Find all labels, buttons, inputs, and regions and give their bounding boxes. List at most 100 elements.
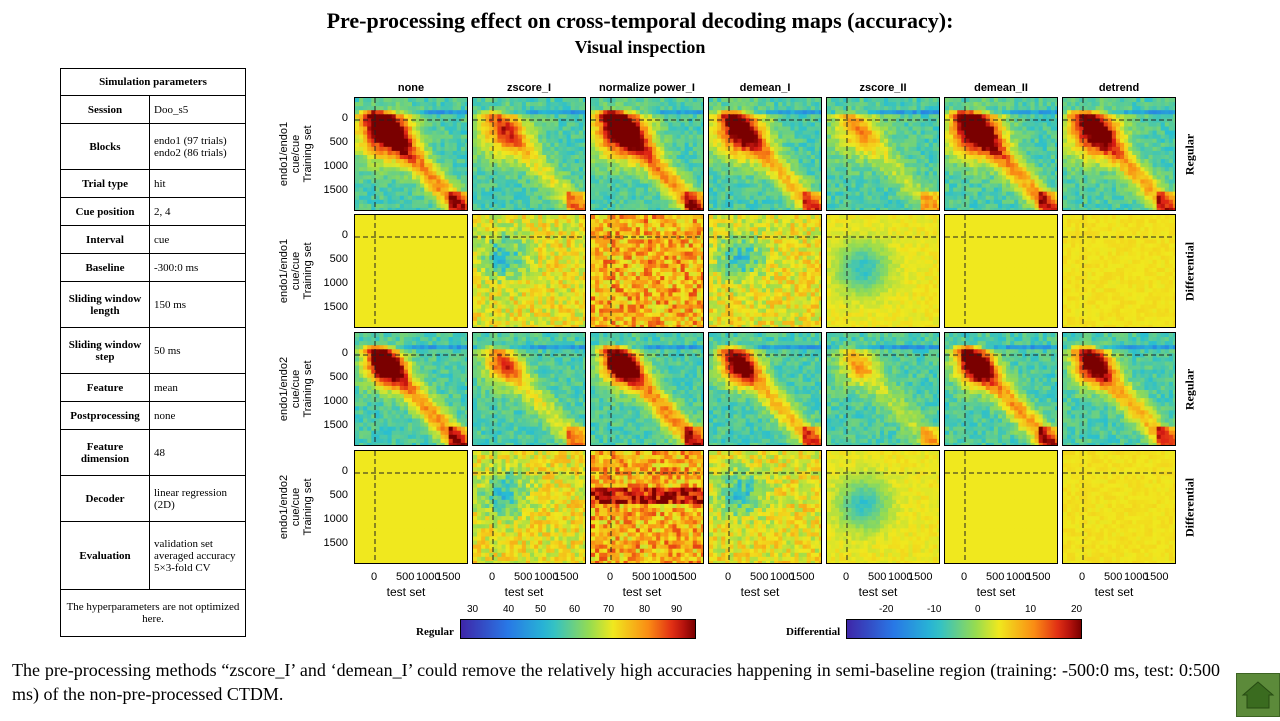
row-label-line: endo1/endo2 bbox=[278, 447, 290, 567]
differential-colorbar-label: Differential bbox=[786, 626, 840, 638]
parameter-key: Feature dimension bbox=[61, 430, 150, 476]
x-tick-label: 500 bbox=[986, 571, 1004, 583]
parameter-value: 48 bbox=[150, 430, 246, 476]
row-label-line: endo1/endo1 bbox=[278, 94, 290, 214]
x-tick-label: 0 bbox=[725, 571, 731, 583]
colorbar-tick-label: 40 bbox=[503, 604, 514, 615]
y-tick-label: 500 bbox=[318, 489, 348, 501]
row-label-line: cue/cue bbox=[290, 211, 302, 331]
x-axis-label: test set bbox=[703, 585, 817, 599]
decoding-map-panel bbox=[826, 332, 940, 446]
y-tick-label: 1000 bbox=[318, 160, 348, 172]
decoding-map-panel bbox=[590, 450, 704, 564]
x-tick-label: 1500 bbox=[554, 571, 578, 583]
row-type-label: Regular bbox=[1183, 345, 1198, 435]
parameter-value: validation set averaged accuracy 5×3-fol… bbox=[150, 522, 246, 590]
parameter-value: cue bbox=[150, 226, 246, 254]
column-label: normalize power_I bbox=[590, 82, 704, 94]
decoding-map-panel bbox=[354, 214, 468, 328]
home-button[interactable] bbox=[1236, 673, 1280, 717]
row-label-line: cue/cue bbox=[290, 329, 302, 449]
x-tick-label: 1500 bbox=[1144, 571, 1168, 583]
y-tick-label: 1000 bbox=[318, 513, 348, 525]
row-label-line: Training set bbox=[302, 94, 314, 214]
column-label: zscore_II bbox=[826, 82, 940, 94]
x-axis-label: test set bbox=[349, 585, 463, 599]
colorbar-tick-label: -10 bbox=[927, 604, 941, 615]
parameter-value: 50 ms bbox=[150, 328, 246, 374]
colorbar-tick-label: 90 bbox=[671, 604, 682, 615]
decoding-map-panel bbox=[826, 97, 940, 211]
row-label-line: Training set bbox=[302, 329, 314, 449]
x-axis-label: test set bbox=[585, 585, 699, 599]
x-tick-label: 0 bbox=[607, 571, 613, 583]
parameter-value: mean bbox=[150, 374, 246, 402]
decoding-map-panel bbox=[1062, 97, 1176, 211]
parameter-value: linear regression (2D) bbox=[150, 476, 246, 522]
decoding-map-panel bbox=[708, 332, 822, 446]
parameter-value: endo1 (97 trials) endo2 (86 trials) bbox=[150, 124, 246, 170]
colorbar-tick-label: 10 bbox=[1025, 604, 1036, 615]
column-label: detrend bbox=[1062, 82, 1176, 94]
parameter-key: Postprocessing bbox=[61, 402, 150, 430]
row-label-line: endo1/endo2 bbox=[278, 329, 290, 449]
x-tick-label: 0 bbox=[489, 571, 495, 583]
y-tick-label: 1000 bbox=[318, 277, 348, 289]
x-tick-label: 500 bbox=[632, 571, 650, 583]
parameter-key: Interval bbox=[61, 226, 150, 254]
x-tick-label: 500 bbox=[514, 571, 532, 583]
colorbar-tick-label: 80 bbox=[639, 604, 650, 615]
x-tick-label: 0 bbox=[961, 571, 967, 583]
column-label: demean_II bbox=[944, 82, 1058, 94]
parameter-key: Session bbox=[61, 96, 150, 124]
x-tick-label: 1500 bbox=[436, 571, 460, 583]
x-tick-label: 1500 bbox=[1026, 571, 1050, 583]
decoding-map-panel bbox=[708, 97, 822, 211]
parameter-value: 2, 4 bbox=[150, 198, 246, 226]
decoding-map-panel bbox=[944, 332, 1058, 446]
x-tick-label: 500 bbox=[396, 571, 414, 583]
regular-colorbar-label: Regular bbox=[416, 626, 454, 638]
x-tick-label: 0 bbox=[843, 571, 849, 583]
colorbar-tick-label: 20 bbox=[1071, 604, 1082, 615]
y-tick-label: 0 bbox=[318, 112, 348, 124]
y-tick-label: 1500 bbox=[318, 184, 348, 196]
y-tick-label: 1500 bbox=[318, 537, 348, 549]
parameter-value: hit bbox=[150, 170, 246, 198]
colorbar-tick-label: 30 bbox=[467, 604, 478, 615]
parameter-value: Doo_s5 bbox=[150, 96, 246, 124]
y-tick-label: 500 bbox=[318, 253, 348, 265]
x-tick-label: 1500 bbox=[672, 571, 696, 583]
parameter-key: Trial type bbox=[61, 170, 150, 198]
decoding-map-panel bbox=[826, 450, 940, 564]
x-tick-label: 0 bbox=[1079, 571, 1085, 583]
decoding-map-panel bbox=[944, 97, 1058, 211]
decoding-map-panel bbox=[944, 450, 1058, 564]
home-icon bbox=[1237, 674, 1279, 716]
page-subtitle: Visual inspection bbox=[0, 37, 1280, 58]
x-tick-label: 1500 bbox=[790, 571, 814, 583]
decoding-map-panel bbox=[354, 97, 468, 211]
row-label-line: cue/cue bbox=[290, 94, 302, 214]
parameter-key: Evaluation bbox=[61, 522, 150, 590]
decoding-map-panel bbox=[826, 214, 940, 328]
decoding-map-panel bbox=[1062, 450, 1176, 564]
y-tick-label: 0 bbox=[318, 229, 348, 241]
x-axis-label: test set bbox=[467, 585, 581, 599]
parameter-key: Baseline bbox=[61, 254, 150, 282]
decoding-map-panel bbox=[944, 214, 1058, 328]
parameter-key: Sliding window length bbox=[61, 282, 150, 328]
